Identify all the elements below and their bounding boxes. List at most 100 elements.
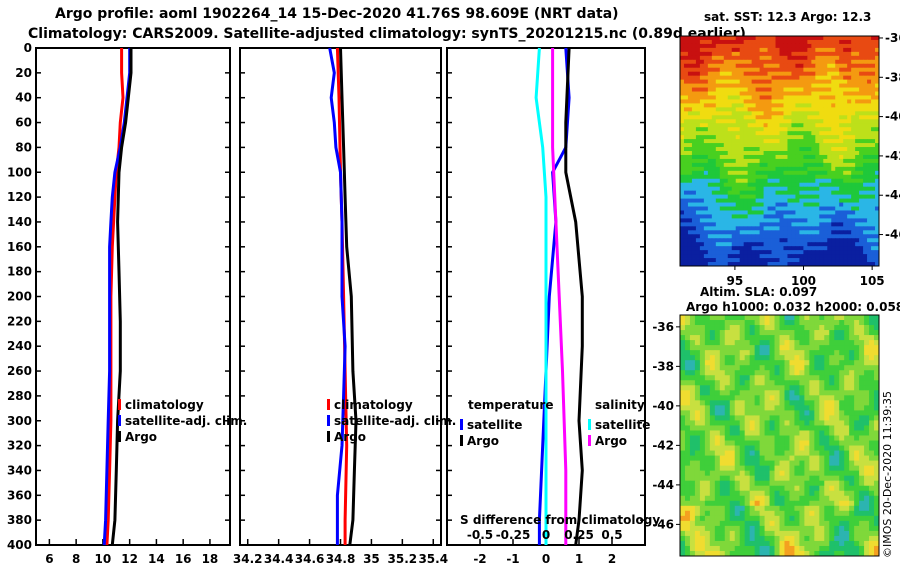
sla-cell xyxy=(804,390,810,396)
sla-cell xyxy=(744,395,751,401)
sst-cell xyxy=(831,234,836,239)
sla-cell xyxy=(769,405,775,411)
sst-cell xyxy=(843,143,848,148)
sst-cell xyxy=(703,55,709,61)
sla-cell xyxy=(714,420,721,426)
sst-cell xyxy=(763,75,768,81)
sla-cell xyxy=(859,325,865,331)
sst-cell xyxy=(795,55,800,61)
sla-cell xyxy=(709,345,716,351)
sst-cell xyxy=(743,143,749,148)
sst-cell xyxy=(699,139,705,144)
sla-cell xyxy=(809,420,815,426)
sst-cell xyxy=(815,119,820,124)
sla-cell xyxy=(709,545,716,552)
sst-cell xyxy=(863,250,868,255)
sst-cell xyxy=(855,194,860,199)
sla-cell xyxy=(769,530,775,537)
sst-cell xyxy=(791,135,796,140)
sla-cell xyxy=(774,320,780,326)
sst-cell xyxy=(695,262,701,267)
sst-cell xyxy=(807,43,812,49)
sst-cell xyxy=(795,63,800,69)
sst-cell xyxy=(811,59,816,65)
sla-cell xyxy=(849,450,855,456)
sst-cell xyxy=(680,151,685,156)
sst-cell xyxy=(735,218,741,223)
sst-cell xyxy=(711,63,717,69)
sla-cell xyxy=(774,315,780,321)
sla-cell xyxy=(834,345,840,351)
sst-cell xyxy=(680,246,685,251)
sst-cell xyxy=(819,230,824,235)
sla-cell xyxy=(794,450,800,456)
sst-cell xyxy=(827,226,832,231)
sla-cell xyxy=(779,515,785,522)
sla-cell xyxy=(864,325,870,331)
sla-cell xyxy=(774,525,780,532)
sla-cell xyxy=(689,515,696,522)
sst-cell xyxy=(875,230,880,235)
sst-cell xyxy=(759,131,764,136)
sst-ytick-label: -42 xyxy=(885,149,900,163)
sla-cell xyxy=(874,475,880,482)
sla-cell xyxy=(704,415,711,421)
sst-cell xyxy=(843,135,848,140)
sla-cell xyxy=(729,350,736,356)
sla-cell xyxy=(694,495,701,502)
sst-cell xyxy=(799,242,804,247)
sla-cell xyxy=(849,425,855,431)
sst-cell xyxy=(855,151,860,156)
sst-cell xyxy=(807,246,812,251)
sst-cell xyxy=(795,238,800,243)
sst-cell xyxy=(779,47,784,53)
sla-cell xyxy=(779,370,785,376)
sst-ytick-label: -38 xyxy=(885,70,900,84)
sst-cell xyxy=(743,39,749,45)
sla-map-subtitle: Argo h1000: 0.032 h2000: 0.058 xyxy=(686,300,900,314)
sst-cell xyxy=(775,115,780,120)
sla-cell xyxy=(729,470,736,477)
sla-cell xyxy=(714,505,721,512)
sla-cell xyxy=(814,315,820,321)
sla-cell xyxy=(754,370,761,376)
sst-cell xyxy=(779,91,784,96)
sla-cell xyxy=(754,510,761,517)
sst-cell xyxy=(767,214,772,219)
sla-cell xyxy=(844,450,850,456)
sla-cell xyxy=(809,485,815,492)
sla-cell xyxy=(874,395,880,401)
sst-cell xyxy=(835,218,840,223)
sst-cell xyxy=(687,214,693,219)
sla-cell xyxy=(844,500,850,507)
sla-cell xyxy=(844,495,850,502)
sla-cell xyxy=(814,370,820,376)
sst-cell xyxy=(831,91,836,96)
sst-cell xyxy=(787,135,792,140)
sla-cell xyxy=(824,340,830,346)
sst-cell xyxy=(843,258,848,263)
sla-cell xyxy=(814,415,820,421)
sst-cell xyxy=(827,214,832,219)
sla-cell xyxy=(714,465,721,472)
sst-cell xyxy=(723,131,729,136)
sla-cell xyxy=(754,485,761,492)
sla-cell xyxy=(829,500,835,507)
sst-cell xyxy=(863,174,868,180)
sla-cell xyxy=(864,320,870,326)
sst-cell xyxy=(835,151,840,156)
sst-cell xyxy=(771,115,776,120)
sst-cell xyxy=(747,99,753,104)
sst-cell xyxy=(823,75,828,81)
sla-cell xyxy=(834,405,840,411)
sla-cell xyxy=(774,515,780,522)
sst-cell xyxy=(739,154,745,160)
sla-cell xyxy=(764,345,770,351)
sst-cell xyxy=(859,143,864,148)
sst-cell xyxy=(827,206,832,211)
sla-cell xyxy=(704,490,711,497)
sst-cell xyxy=(687,254,693,259)
sst-cell xyxy=(687,47,693,53)
sla-cell xyxy=(759,505,765,512)
sla-cell xyxy=(684,360,691,366)
